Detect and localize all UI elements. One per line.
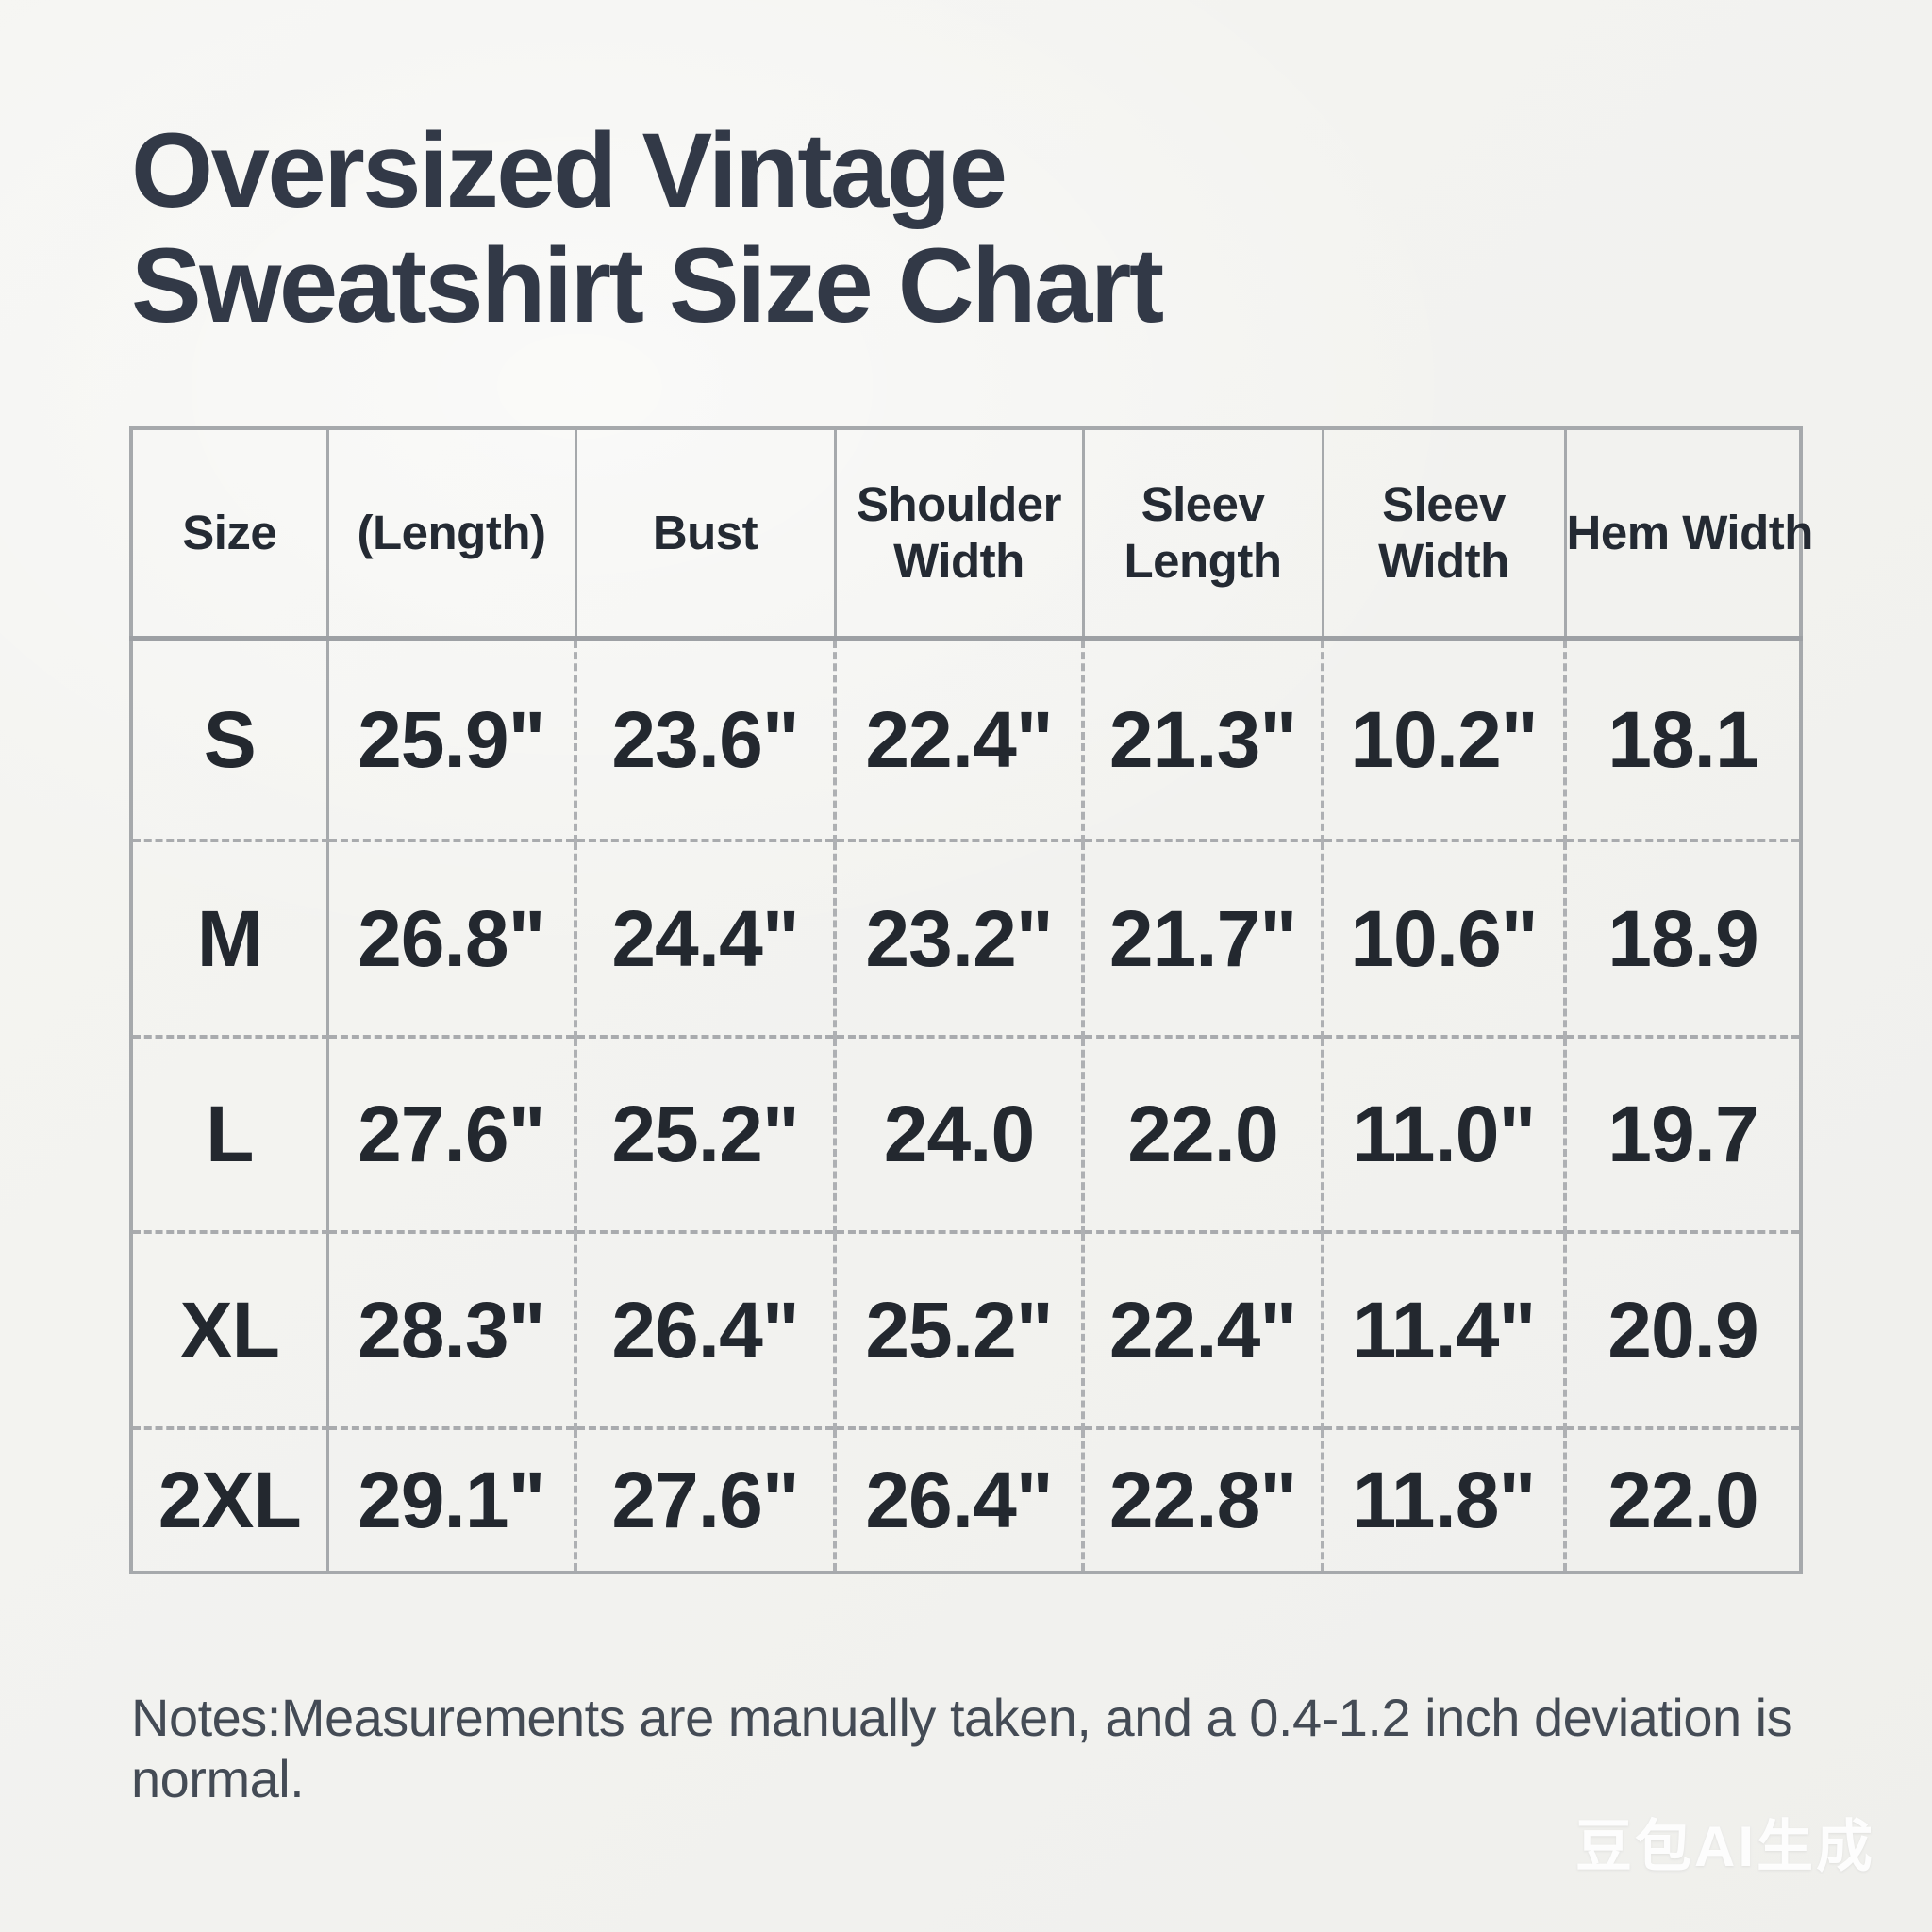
notes-text: Notes:Measurements are manually taken, a… bbox=[131, 1688, 1793, 1808]
value-cell-shoulder-width: 25.2" bbox=[833, 1230, 1083, 1428]
table-row-xl: XL 28.3" 26.4" 25.2" 22.4" 11.4" 20.9 bbox=[131, 1230, 1801, 1428]
size-chart-table: Size (Length) Bust Shoulder Width Sleev … bbox=[129, 426, 1813, 1574]
value-cell-length: 28.3" bbox=[325, 1230, 575, 1428]
column-header-sleeve-length: Sleev Length bbox=[1081, 426, 1324, 641]
value-cell-sleeve-length: 21.7" bbox=[1081, 839, 1323, 1037]
value-cell-hem-width: 18.9 bbox=[1563, 839, 1801, 1037]
size-cell: L bbox=[131, 1035, 327, 1232]
page-title: Oversized Vintage Sweatshirt Size Chart bbox=[131, 111, 1164, 344]
size-cell: XL bbox=[131, 1230, 327, 1428]
title-line-1: Oversized Vintage bbox=[131, 111, 1008, 229]
value-cell-shoulder-width: 23.2" bbox=[833, 839, 1083, 1037]
value-cell-length: 25.9" bbox=[325, 636, 575, 841]
column-header-length: (Length) bbox=[325, 426, 577, 641]
table-row-l: L 27.6" 25.2" 24.0 22.0 11.0" 19.7 bbox=[131, 1035, 1801, 1232]
value-cell-sleeve-length: 22.0 bbox=[1081, 1035, 1323, 1232]
value-cell-sleeve-length: 22.8" bbox=[1081, 1426, 1323, 1573]
size-cell: 2XL bbox=[131, 1426, 327, 1573]
value-cell-sleeve-width: 10.6" bbox=[1321, 839, 1565, 1037]
column-header-shoulder-width: Shoulder Width bbox=[833, 426, 1085, 641]
table-row-m: M 26.8" 24.4" 23.2" 21.7" 10.6" 18.9 bbox=[131, 839, 1801, 1037]
value-cell-bust: 24.4" bbox=[574, 839, 835, 1037]
table-row-s: S 25.9" 23.6" 22.4" 21.3" 10.2" 18.1 bbox=[131, 636, 1801, 841]
value-cell-bust: 25.2" bbox=[574, 1035, 835, 1232]
value-cell-hem-width: 20.9 bbox=[1563, 1230, 1801, 1428]
value-cell-sleeve-width: 11.8" bbox=[1321, 1426, 1565, 1573]
value-cell-hem-width: 18.1 bbox=[1563, 636, 1801, 841]
value-cell-shoulder-width: 22.4" bbox=[833, 636, 1083, 841]
header-row: Size (Length) Bust Shoulder Width Sleev … bbox=[129, 426, 1813, 641]
size-cell: S bbox=[131, 636, 327, 841]
table-row-2xl: 2XL 29.1" 27.6" 26.4" 22.8" 11.8" 22.0 bbox=[131, 1426, 1801, 1573]
column-header-bust: Bust bbox=[574, 426, 837, 641]
value-cell-sleeve-width: 10.2" bbox=[1321, 636, 1565, 841]
column-header-sleeve-width: Sleev Width bbox=[1321, 426, 1567, 641]
value-cell-length: 29.1" bbox=[325, 1426, 575, 1573]
watermark-text: 豆包AI生成 bbox=[1575, 1815, 1875, 1878]
value-cell-length: 27.6" bbox=[325, 1035, 575, 1232]
column-header-size: Size bbox=[129, 426, 329, 641]
value-cell-bust: 26.4" bbox=[574, 1230, 835, 1428]
value-cell-sleeve-length: 21.3" bbox=[1081, 636, 1323, 841]
value-cell-sleeve-width: 11.4" bbox=[1321, 1230, 1565, 1428]
size-cell: M bbox=[131, 839, 327, 1037]
value-cell-length: 26.8" bbox=[325, 839, 575, 1037]
value-cell-shoulder-width: 24.0 bbox=[833, 1035, 1083, 1232]
value-cell-bust: 27.6" bbox=[574, 1426, 835, 1573]
value-cell-hem-width: 22.0 bbox=[1563, 1426, 1801, 1573]
value-cell-sleeve-width: 11.0" bbox=[1321, 1035, 1565, 1232]
value-cell-shoulder-width: 26.4" bbox=[833, 1426, 1083, 1573]
value-cell-hem-width: 19.7 bbox=[1563, 1035, 1801, 1232]
title-line-2: Sweatshirt Size Chart bbox=[131, 226, 1164, 344]
value-cell-sleeve-length: 22.4" bbox=[1081, 1230, 1323, 1428]
column-header-hem-width: Hem Width bbox=[1563, 426, 1813, 641]
value-cell-bust: 23.6" bbox=[574, 636, 835, 841]
